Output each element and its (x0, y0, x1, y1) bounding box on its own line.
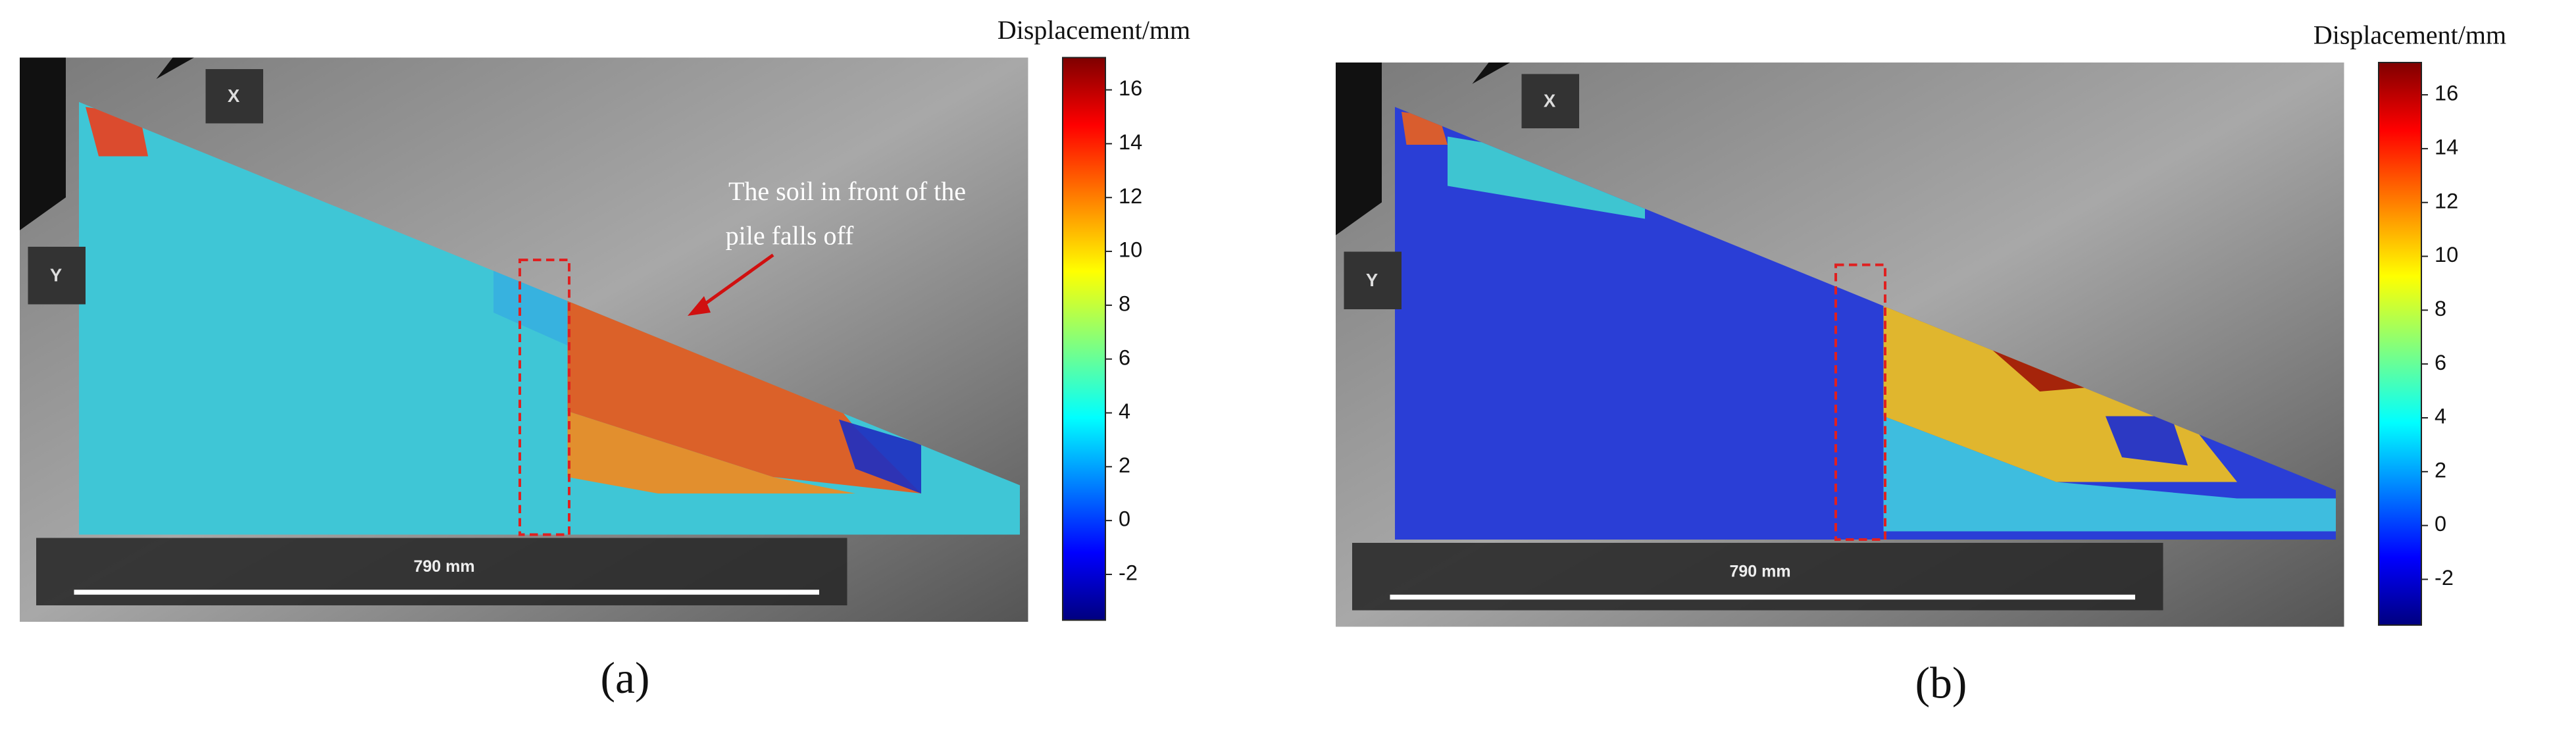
colorbar-tick-label: 4 (2435, 405, 2446, 428)
colorbar-tick-label: 8 (1119, 291, 1130, 315)
caption: (a) (601, 653, 650, 703)
pile-outline (1834, 263, 1886, 541)
colorbar-tick-label: 0 (1119, 507, 1130, 531)
colorbar (1062, 57, 1106, 621)
axis-x-label: X (228, 86, 240, 106)
frame-notch (1336, 63, 1510, 236)
colorbar-tick-label: 2 (2435, 458, 2446, 482)
annotation: The soil in front of the (728, 176, 966, 206)
colorbar-tick-label: 8 (2435, 297, 2446, 320)
colorbar-tick-label: 12 (2435, 189, 2458, 213)
colorbar-tick-label: 4 (1119, 399, 1130, 423)
field-patch (1448, 136, 1645, 219)
colorbar-tick-label: 2 (1119, 453, 1130, 477)
colorbar-tick-label: 6 (2435, 351, 2446, 374)
colorbar-tick-label: 16 (2435, 82, 2458, 105)
pile-outline (518, 259, 570, 536)
colorbar-title: Displacement/mm (2313, 20, 2506, 50)
field-patch (2106, 416, 2188, 466)
annotation-arrow (696, 253, 774, 311)
annotation: pile falls off (726, 221, 854, 251)
colorbar (2378, 62, 2422, 626)
colorbar-tick-label: 16 (1119, 76, 1142, 100)
colorbar-title: Displacement/mm (998, 15, 1190, 45)
colorbar-tick-label: 6 (1119, 345, 1130, 369)
colorbar-tick-label: 10 (1119, 238, 1142, 262)
colorbar-tick-label: 14 (2435, 135, 2458, 159)
colorbar-tick-label: -2 (2435, 566, 2454, 590)
colorbar-tick-label: 10 (2435, 243, 2458, 266)
axis-x-label: X (1544, 90, 1556, 111)
scale-bar-label: 790 mm (413, 557, 474, 576)
axis-x-box (1521, 74, 1579, 128)
panel: 790 mm X Y Displacement/mm -2 0 2 4 6 8 10 12 14 16 (b… (1336, 20, 2506, 707)
field-patch (1883, 416, 2336, 532)
colorbar-tick-label: 12 (1119, 184, 1142, 208)
colorbar-tick-label: -2 (1119, 561, 1138, 585)
frame-notch (20, 57, 194, 230)
colorbar-tick-label: 14 (1119, 130, 1142, 154)
colorbar-tick-label: 0 (2435, 512, 2446, 536)
field-patch (839, 419, 921, 493)
axis-x-box (205, 69, 263, 124)
axis-y-label: Y (50, 265, 62, 285)
scale-bar-label: 790 mm (1729, 563, 1790, 581)
axis-y-box (28, 247, 86, 305)
axis-y-box (1344, 251, 1402, 309)
panel: 790 mm X Y The soil in front of the pile fal… (20, 15, 1190, 703)
caption: (b) (1915, 658, 1967, 707)
field-patch (567, 411, 855, 493)
axis-y-label: Y (1366, 270, 1378, 290)
arrow-head (688, 296, 711, 316)
